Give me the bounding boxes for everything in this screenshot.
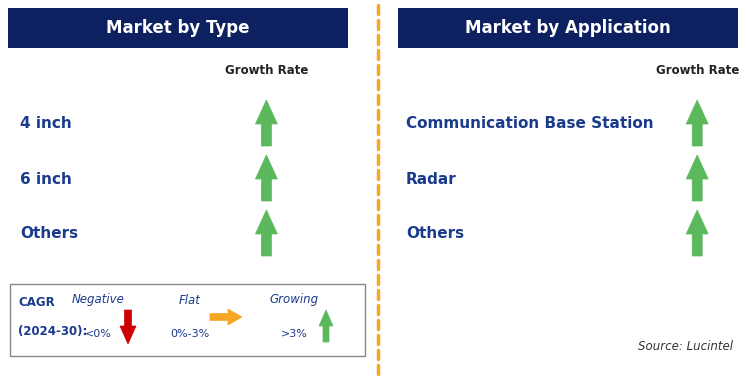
Text: Radar: Radar: [406, 172, 457, 187]
Polygon shape: [686, 210, 708, 256]
FancyBboxPatch shape: [10, 284, 365, 356]
Polygon shape: [686, 100, 708, 146]
Text: Growth Rate: Growth Rate: [656, 63, 739, 76]
Polygon shape: [120, 310, 136, 344]
Text: Flat: Flat: [179, 293, 201, 306]
Text: Source: Lucintel: Source: Lucintel: [638, 339, 733, 353]
Text: Others: Others: [406, 227, 464, 242]
FancyBboxPatch shape: [398, 8, 738, 48]
Text: Growing: Growing: [269, 293, 319, 306]
Text: <0%: <0%: [84, 329, 111, 339]
Polygon shape: [319, 310, 333, 342]
Polygon shape: [255, 155, 278, 201]
Text: Communication Base Station: Communication Base Station: [406, 116, 653, 131]
Text: Others: Others: [20, 227, 78, 242]
Polygon shape: [686, 155, 708, 201]
FancyBboxPatch shape: [8, 8, 348, 48]
Text: >3%: >3%: [280, 329, 307, 339]
Polygon shape: [210, 309, 242, 325]
Polygon shape: [255, 100, 278, 146]
Text: Market by Application: Market by Application: [465, 19, 671, 37]
Text: 6 inch: 6 inch: [20, 172, 72, 187]
Polygon shape: [255, 210, 278, 256]
Text: 4 inch: 4 inch: [20, 116, 72, 131]
Text: (2024-30):: (2024-30):: [18, 326, 87, 339]
Text: 0%-3%: 0%-3%: [170, 329, 210, 339]
Text: CAGR: CAGR: [18, 296, 54, 308]
Text: Negative: Negative: [72, 293, 125, 306]
Text: Market by Type: Market by Type: [106, 19, 250, 37]
Text: Growth Rate: Growth Rate: [225, 63, 308, 76]
